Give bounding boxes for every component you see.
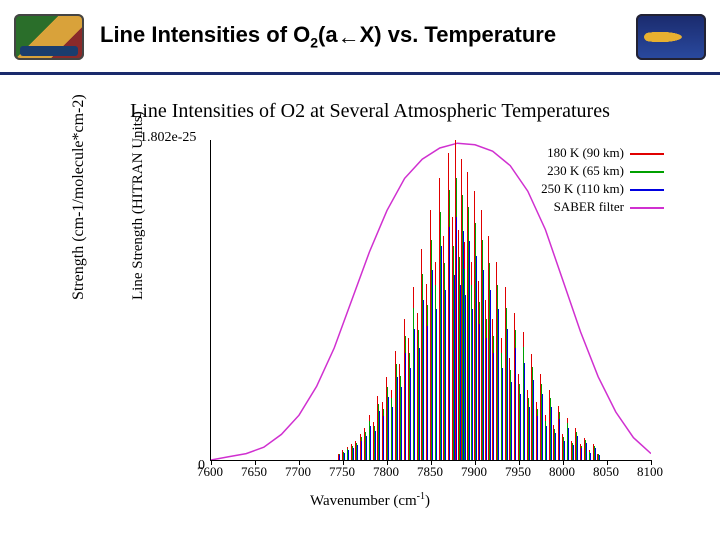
spectral-line (555, 433, 556, 460)
saber-logo-icon (636, 14, 706, 60)
spectral-line (479, 324, 480, 460)
spectral-line (449, 227, 450, 460)
spectral-line (344, 453, 345, 460)
spectral-line (581, 448, 582, 460)
spectral-line (339, 455, 340, 460)
spectral-line (493, 353, 494, 460)
spectral-lines (211, 140, 651, 460)
chart-title: Line Intensities of O2 at Several Atmosp… (70, 100, 670, 123)
spectral-line (498, 309, 499, 460)
spectral-line (573, 445, 574, 460)
spectral-line (436, 309, 437, 460)
y-max-label: 1.802e-25 (140, 130, 196, 146)
spectral-line (595, 448, 596, 460)
spectral-line (524, 363, 525, 460)
spectral-line (568, 428, 569, 460)
spectral-line (397, 377, 398, 460)
x-tick-label: 7800 (373, 464, 399, 480)
spectral-line (542, 394, 543, 460)
timed-logo-icon (14, 14, 84, 60)
x-tick-label: 7950 (505, 464, 531, 480)
spectral-line (353, 448, 354, 460)
slide-title: Line Intensities of O2(a←X) vs. Temperat… (100, 22, 620, 50)
spectral-line (472, 309, 473, 460)
spectral-line (432, 270, 433, 460)
spectral-line (361, 441, 362, 460)
spectral-line (529, 407, 530, 461)
spectral-line (564, 441, 565, 460)
spectral-line (551, 407, 552, 461)
spectral-line (507, 329, 508, 460)
spectral-line (388, 397, 389, 460)
spectral-line (348, 450, 349, 460)
spectral-line (486, 338, 487, 460)
header-bar: Line Intensities of O2(a←X) vs. Temperat… (0, 0, 720, 75)
spectral-line (441, 246, 442, 460)
x-tick-label: 8050 (593, 464, 619, 480)
y-axis-label-inner: Line Strength (HITRAN Units) (130, 111, 147, 300)
spectral-line (586, 443, 587, 460)
spectral-line (476, 256, 477, 460)
spectral-line (414, 329, 415, 460)
x-tick-label: 7600 (197, 464, 223, 480)
spectral-line (423, 300, 424, 461)
spectral-line (520, 394, 521, 460)
spectral-line (456, 217, 457, 460)
spectral-line (410, 368, 411, 460)
spectral-line (577, 436, 578, 460)
spectral-line (599, 455, 600, 460)
x-axis-label: Wavenumber (cm-1) (70, 491, 670, 510)
x-tick-labels: 7600765077007750780078507900795080008050… (210, 464, 650, 482)
spectral-line (559, 419, 560, 460)
spectral-line (392, 407, 393, 461)
spectral-line (370, 426, 371, 460)
x-tick-label: 8100 (637, 464, 663, 480)
x-tick-label: 7750 (329, 464, 355, 480)
slide: Line Intensities of O2(a←X) vs. Temperat… (0, 0, 720, 540)
x-tick-label: 7650 (241, 464, 267, 480)
spectral-line (427, 326, 428, 460)
spectral-line (401, 387, 402, 460)
spectral-line (375, 431, 376, 460)
x-tick-label: 7700 (285, 464, 311, 480)
spectral-line (465, 295, 466, 460)
spectral-line (502, 368, 503, 460)
spectral-line (537, 416, 538, 460)
x-tick-label: 7850 (417, 464, 443, 480)
plot-area (210, 140, 651, 461)
spectral-line (366, 436, 367, 460)
spectral-line (419, 348, 420, 460)
spectral-line (511, 382, 512, 460)
spectral-line (357, 445, 358, 460)
chart-container: Line Intensities of O2 at Several Atmosp… (70, 100, 670, 510)
x-tick-label: 8000 (549, 464, 575, 480)
y-axis-label-outer: Strength (cm-1/molecule*cm-2) (70, 94, 88, 300)
spectral-line (383, 416, 384, 460)
x-tick-label: 7900 (461, 464, 487, 480)
spectral-line (546, 426, 547, 460)
spectral-line (379, 411, 380, 460)
spectral-line (445, 290, 446, 460)
spectral-line (490, 290, 491, 460)
spectral-line (590, 453, 591, 460)
spectral-line (405, 353, 406, 460)
spectral-line (515, 348, 516, 460)
spectral-line (483, 270, 484, 460)
spectral-line (533, 380, 534, 460)
spectral-line (469, 241, 470, 460)
